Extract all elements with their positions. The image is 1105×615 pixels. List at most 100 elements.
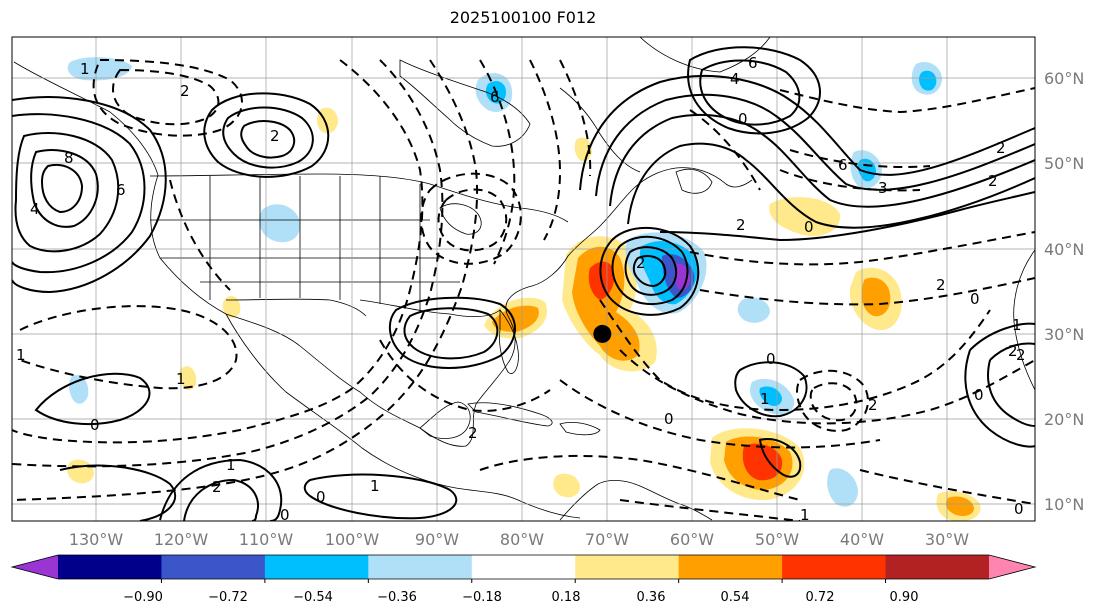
contour-label: 2: [270, 127, 280, 145]
contour-label: 1: [226, 456, 236, 474]
dashed-great-lakes-low: [420, 172, 522, 265]
coastline-layer: [13, 37, 1035, 521]
lon-label: 130°W: [69, 530, 124, 549]
contour-label: 2: [468, 424, 478, 442]
contour-label: 1: [800, 506, 810, 524]
longitude-labels: 130°W 120°W 110°W 100°W 90°W 80°W 70°W 6…: [69, 530, 969, 549]
shade-small-blue-7: [827, 468, 858, 507]
map-frame: [11, 36, 1036, 522]
contour-gulf-low-2: [403, 307, 499, 360]
coast-hudson: [399, 59, 531, 147]
contour-label: 2: [736, 216, 746, 234]
contour-label: 0: [664, 410, 674, 428]
contour-label: 0: [970, 290, 980, 308]
dashed-subtrop-3: [559, 379, 881, 449]
shade-small-yellow-3: [222, 295, 241, 318]
contour-label: 3: [878, 179, 888, 197]
contour-label: 1: [16, 346, 26, 364]
contour-label: 6: [116, 181, 126, 199]
colorbar-tick-label: 0.72: [806, 590, 835, 605]
lat-label: 40°N: [1044, 240, 1084, 259]
shade-small-yellow-5: [179, 366, 197, 390]
shade-small-yellow-6: [553, 473, 580, 498]
coast-greenland: [639, 37, 771, 73]
coast-south-america: [559, 480, 713, 521]
contour-ne-high: [687, 46, 821, 135]
shade-small-blue-6b: [759, 386, 782, 406]
lat-label: 30°N: [1044, 325, 1084, 344]
colorbar-extend-max: [989, 555, 1035, 579]
dashed-tropics-2: [619, 499, 801, 521]
coast-cuba: [467, 402, 553, 427]
shade-atl-mid: [861, 277, 891, 317]
dashed-atl-low-2: [809, 382, 858, 422]
lon-label: 30°W: [925, 530, 969, 549]
lon-label: 120°W: [154, 530, 209, 549]
colorbar-segment: [264, 555, 369, 579]
contour-label: 1: [370, 477, 380, 495]
contour-label: 2: [868, 396, 878, 414]
great-lakes: [439, 203, 482, 235]
shade-nwatl-warm: [769, 197, 841, 236]
dashed-coast-ca: [169, 179, 231, 291]
contour-jet-4: [627, 142, 1035, 229]
lat-label: 60°N: [1044, 69, 1084, 88]
contour-jet-5: [659, 191, 1035, 242]
dashed-subtrop-5: [699, 277, 1035, 306]
contour-label: 0: [316, 488, 326, 506]
contour-storm-4: [632, 255, 667, 288]
contour-label: 6: [838, 156, 848, 174]
coast-labrador: [559, 87, 641, 173]
contour-label: 4: [30, 200, 40, 218]
lon-label: 60°W: [670, 530, 714, 549]
contour-labels: 8 6 4 2 2 6 6 4 2 6 2 2 0 0 0 3 2 1 1 1 …: [16, 54, 1026, 524]
dashed-trough-3: [12, 59, 479, 501]
contour-label: 2: [936, 276, 946, 294]
contour-label: 0: [766, 350, 776, 368]
contour-atl-20n: [734, 361, 808, 418]
dashed-atl-low: [796, 369, 869, 432]
coast-florida: [499, 308, 519, 374]
colorbar-extend-min: [12, 555, 58, 579]
dashed-trough-5: [529, 59, 562, 241]
colorbar-segment: [678, 555, 783, 579]
contour-label: 2: [988, 172, 998, 190]
lon-label: 80°W: [500, 530, 544, 549]
state-lines-2: [150, 219, 460, 283]
contour-label: 1: [760, 390, 770, 408]
dashed-pacific-3: [112, 68, 220, 126]
dashed-trough-1: [12, 59, 424, 444]
colorbar-outline: [10, 554, 1037, 580]
lat-label: 20°N: [1044, 410, 1084, 429]
colorbar-segment: [161, 555, 266, 579]
contour-label: 6: [748, 54, 758, 72]
contour-atl-15n: [758, 438, 802, 478]
colorbar-tick-label: −0.18: [462, 590, 502, 605]
coast-yucatan: [419, 401, 471, 439]
dashed-trough-4: [479, 59, 516, 265]
shade-small-yellow-4b: [946, 496, 974, 516]
contour-label: 6: [490, 88, 500, 106]
contour-label: 1: [80, 60, 90, 78]
dashed-gulf-2: [379, 339, 551, 412]
contour-pacific-nw-3: [240, 120, 296, 159]
contour-east-atl-2: [987, 342, 1035, 427]
coast-north-america: [13, 61, 753, 447]
lon-label: 110°W: [239, 530, 294, 549]
colorbar-tick-label: −0.54: [293, 590, 333, 605]
lat-label: 10°N: [1044, 495, 1084, 514]
contour-ne-high-2: [699, 59, 801, 126]
dashed-contours: [12, 58, 1035, 521]
contour-pacific-nw: [203, 92, 330, 178]
shade-small-blue-9: [737, 297, 770, 323]
coast-mexico: [225, 313, 581, 519]
map-title: 2025100100 F012: [449, 8, 597, 27]
colorbar-tick-label: −0.90: [123, 590, 163, 605]
dashed-subtrop-2: [619, 349, 1035, 425]
lat-label: 50°N: [1044, 154, 1084, 173]
colorbar-tick-label: −0.36: [377, 590, 417, 605]
lon-label: 40°W: [840, 530, 884, 549]
contour-label: 8: [64, 149, 74, 167]
storm-center-marker: [593, 324, 612, 343]
